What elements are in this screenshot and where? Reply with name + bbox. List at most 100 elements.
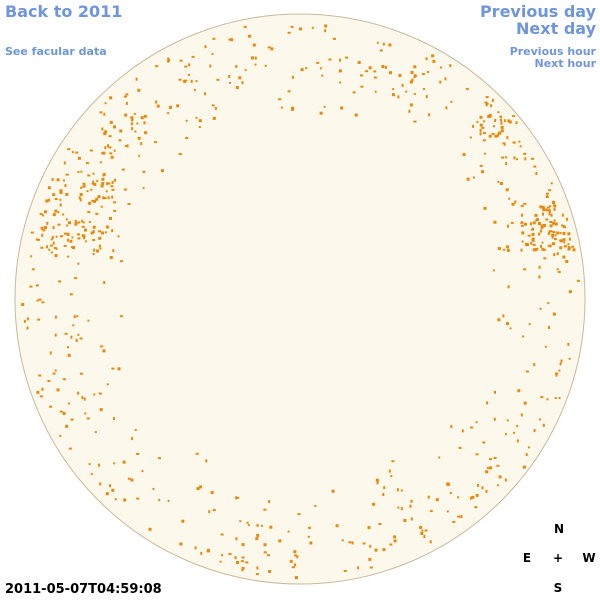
facula <box>483 132 486 135</box>
facula <box>548 210 551 213</box>
previous-day-link[interactable]: Previous day <box>479 2 596 21</box>
facula <box>130 122 133 126</box>
facula <box>382 548 386 552</box>
facula <box>571 245 575 248</box>
facula <box>544 224 546 228</box>
facula <box>93 199 96 203</box>
facula <box>290 25 294 28</box>
facula <box>64 332 68 335</box>
facula <box>91 182 94 185</box>
facula <box>212 37 216 40</box>
facula <box>37 238 40 241</box>
next-day-link[interactable]: Next day <box>516 19 596 38</box>
facula <box>562 238 566 242</box>
facula <box>311 26 314 29</box>
facula <box>268 570 272 573</box>
facula <box>63 244 67 247</box>
facula <box>576 279 580 282</box>
facula <box>268 500 271 503</box>
facula <box>553 253 556 257</box>
facula <box>179 59 183 62</box>
facula <box>245 561 249 564</box>
previous-hour-link[interactable]: Previous hour <box>509 45 596 58</box>
facula <box>379 49 383 52</box>
facula <box>405 90 408 93</box>
facula <box>105 225 109 229</box>
facula <box>167 499 170 502</box>
facula <box>423 535 426 538</box>
facula <box>111 195 114 199</box>
facula <box>64 184 67 188</box>
facular-data-link[interactable]: See facular data <box>5 45 107 58</box>
facula <box>49 405 53 408</box>
facula <box>509 327 512 330</box>
facula <box>307 535 310 538</box>
facula <box>111 367 115 370</box>
facula <box>155 100 158 104</box>
facula <box>119 260 123 263</box>
facula <box>345 56 348 59</box>
facula <box>194 546 197 550</box>
facula <box>199 485 203 489</box>
facula <box>66 238 69 242</box>
facula <box>540 224 543 227</box>
facula <box>278 539 282 543</box>
facula <box>107 196 110 200</box>
facula <box>556 252 559 256</box>
facula <box>446 483 450 487</box>
facula <box>101 127 104 131</box>
facula <box>533 429 536 433</box>
facula <box>545 192 549 195</box>
facula <box>142 187 145 190</box>
facula <box>93 393 96 396</box>
facula <box>143 114 147 118</box>
facula <box>130 116 134 120</box>
facula <box>38 374 42 377</box>
facula <box>494 119 497 122</box>
facula <box>485 96 489 99</box>
facula <box>524 157 527 161</box>
facula <box>479 128 482 132</box>
facula <box>99 111 103 114</box>
facula <box>137 88 141 92</box>
facula <box>36 299 39 302</box>
facula <box>47 380 51 382</box>
facula <box>185 119 188 122</box>
facula <box>316 61 320 64</box>
facula <box>45 199 49 203</box>
back-link[interactable]: Back to 2011 <box>5 2 123 21</box>
facula <box>27 317 30 321</box>
facula <box>506 136 509 140</box>
facula <box>103 197 107 200</box>
facula <box>314 505 317 507</box>
facula <box>538 222 541 225</box>
facula <box>397 506 400 509</box>
facula <box>457 496 460 499</box>
facula <box>374 548 378 552</box>
facula <box>41 387 44 391</box>
facula <box>83 397 86 401</box>
facula <box>335 524 339 528</box>
facula <box>561 213 564 217</box>
facula <box>109 484 112 488</box>
facula <box>540 229 543 233</box>
facula <box>101 152 104 155</box>
facula <box>204 45 207 49</box>
facula <box>520 248 523 252</box>
next-hour-link[interactable]: Next hour <box>534 57 597 70</box>
facula <box>106 383 109 386</box>
facula <box>539 307 542 310</box>
facula <box>516 425 519 428</box>
facula <box>470 426 473 429</box>
facula <box>263 551 267 554</box>
facula <box>373 70 377 73</box>
facula <box>142 170 146 173</box>
facula <box>193 88 196 91</box>
facula <box>109 217 112 220</box>
facula <box>546 206 550 209</box>
facula <box>299 27 302 31</box>
facula <box>179 542 183 546</box>
facula <box>109 256 113 259</box>
facula <box>413 65 417 69</box>
facula <box>491 98 494 102</box>
